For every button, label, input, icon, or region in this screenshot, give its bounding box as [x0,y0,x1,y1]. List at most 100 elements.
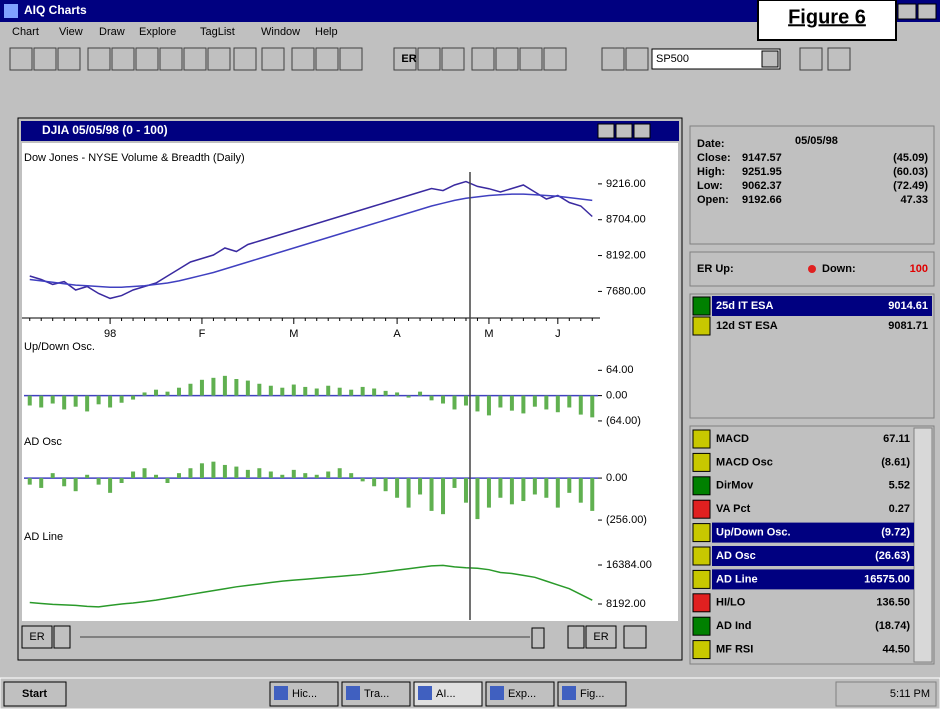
tool-button[interactable] [519,47,543,71]
bar [429,478,434,511]
er-right-button[interactable] [585,625,617,649]
minimize[interactable] [597,123,615,139]
bar [418,478,423,495]
tool-button[interactable] [601,47,625,71]
menu-item[interactable]: Chart [12,26,39,38]
tool-button[interactable] [339,47,363,71]
row-name[interactable]: MACD Osc [716,456,773,468]
row-name[interactable]: AD Ind [716,620,751,632]
bar [326,471,331,479]
indicator-scrollbar[interactable] [913,427,933,663]
x-tick-label: A [393,328,401,340]
row-name[interactable]: DirMov [716,480,754,492]
bar [463,395,468,406]
info-value: 9147.57 [742,152,782,164]
bar [268,471,273,479]
panel-title: AD Osc [24,436,62,448]
tool-button[interactable] [159,47,183,71]
row-name[interactable]: HI/LO [716,597,746,609]
scroll-thumb[interactable] [531,627,545,649]
bar [188,383,193,396]
menu-item[interactable]: View [59,26,83,38]
menu-item[interactable]: Window [261,26,300,38]
tool-button[interactable] [495,47,519,71]
y-tick-label: 64.00 [606,364,634,376]
tool-button[interactable] [233,47,257,71]
row-value: 0.27 [889,503,910,515]
scroll-left[interactable] [53,625,71,649]
tool-button[interactable] [291,47,315,71]
maximize[interactable] [615,123,633,139]
menu-bar: Chart View Draw Explore TagList Window Help [12,26,338,38]
row-name[interactable]: 25d IT ESA [716,300,774,312]
y-tick-label: 9216.00 [606,178,646,190]
tool-button[interactable] [471,47,495,71]
er-left-button[interactable] [21,625,53,649]
task-label: Tra... [364,688,389,700]
tool-button[interactable] [625,47,649,71]
bar [498,395,503,408]
tool-button[interactable] [827,47,851,71]
window-button[interactable] [897,3,917,20]
close[interactable] [633,123,651,139]
tool-button[interactable] [135,47,159,71]
row-name[interactable]: 12d ST ESA [716,320,778,332]
info-label: High: [697,166,725,178]
tool-button[interactable] [417,47,441,71]
tool-button[interactable] [57,47,81,71]
row-name[interactable]: VA Pct [716,503,751,515]
scroll-right[interactable] [567,625,585,649]
row-name[interactable]: AD Line [716,573,758,585]
tool-button[interactable] [799,47,823,71]
bar [372,388,377,396]
bar [395,392,400,396]
task-icon [346,686,360,700]
row-highlight [712,546,914,566]
bar [62,478,67,487]
tool-button[interactable] [441,47,465,71]
menu-item[interactable]: Draw [99,26,125,38]
dropdown-button[interactable] [761,50,779,68]
row-value: 16575.00 [864,573,910,585]
tool-button[interactable] [183,47,207,71]
row-name[interactable]: AD Osc [716,550,756,562]
chart-subtitle: Dow Jones - NYSE Volume & Breadth (Daily… [24,152,245,164]
er-button-label[interactable]: ER [401,53,416,65]
menu-item[interactable]: TagList [200,26,235,38]
row-name[interactable]: MF RSI [716,644,753,656]
tool-button[interactable] [261,47,285,71]
menu-item[interactable]: Help [315,26,338,38]
tool-button[interactable] [315,47,339,71]
list-button[interactable] [623,625,647,649]
bar [349,389,354,396]
bar [486,395,491,416]
bar [154,474,159,479]
x-tick-label: F [199,328,206,340]
tool-button[interactable] [393,47,417,71]
tool-button[interactable] [9,47,33,71]
bar [303,386,308,396]
menu-item[interactable]: Explore [139,26,176,38]
info-rows: Close: 9147.57 (45.09) High: 9251.95 (60.03) L… [697,152,928,206]
tool-button[interactable] [543,47,567,71]
tool-button[interactable] [207,47,231,71]
start-button[interactable] [3,681,67,707]
close-button[interactable] [917,3,937,20]
symbol-box[interactable] [651,48,781,70]
row-name[interactable]: Up/Down Osc. [716,527,791,539]
series-line [29,180,593,300]
bar [337,387,342,396]
tool-button[interactable] [33,47,57,71]
tool-button[interactable] [87,47,111,71]
bar [383,390,388,396]
bar [452,395,457,410]
bar [131,395,136,400]
bar [314,474,319,479]
row-name[interactable]: MACD [716,433,749,445]
tool-button[interactable] [111,47,135,71]
info-value: 9251.95 [742,166,782,178]
info-label: Close: [697,152,731,164]
info-change: (60.03) [893,166,928,178]
row-icon [692,476,711,496]
